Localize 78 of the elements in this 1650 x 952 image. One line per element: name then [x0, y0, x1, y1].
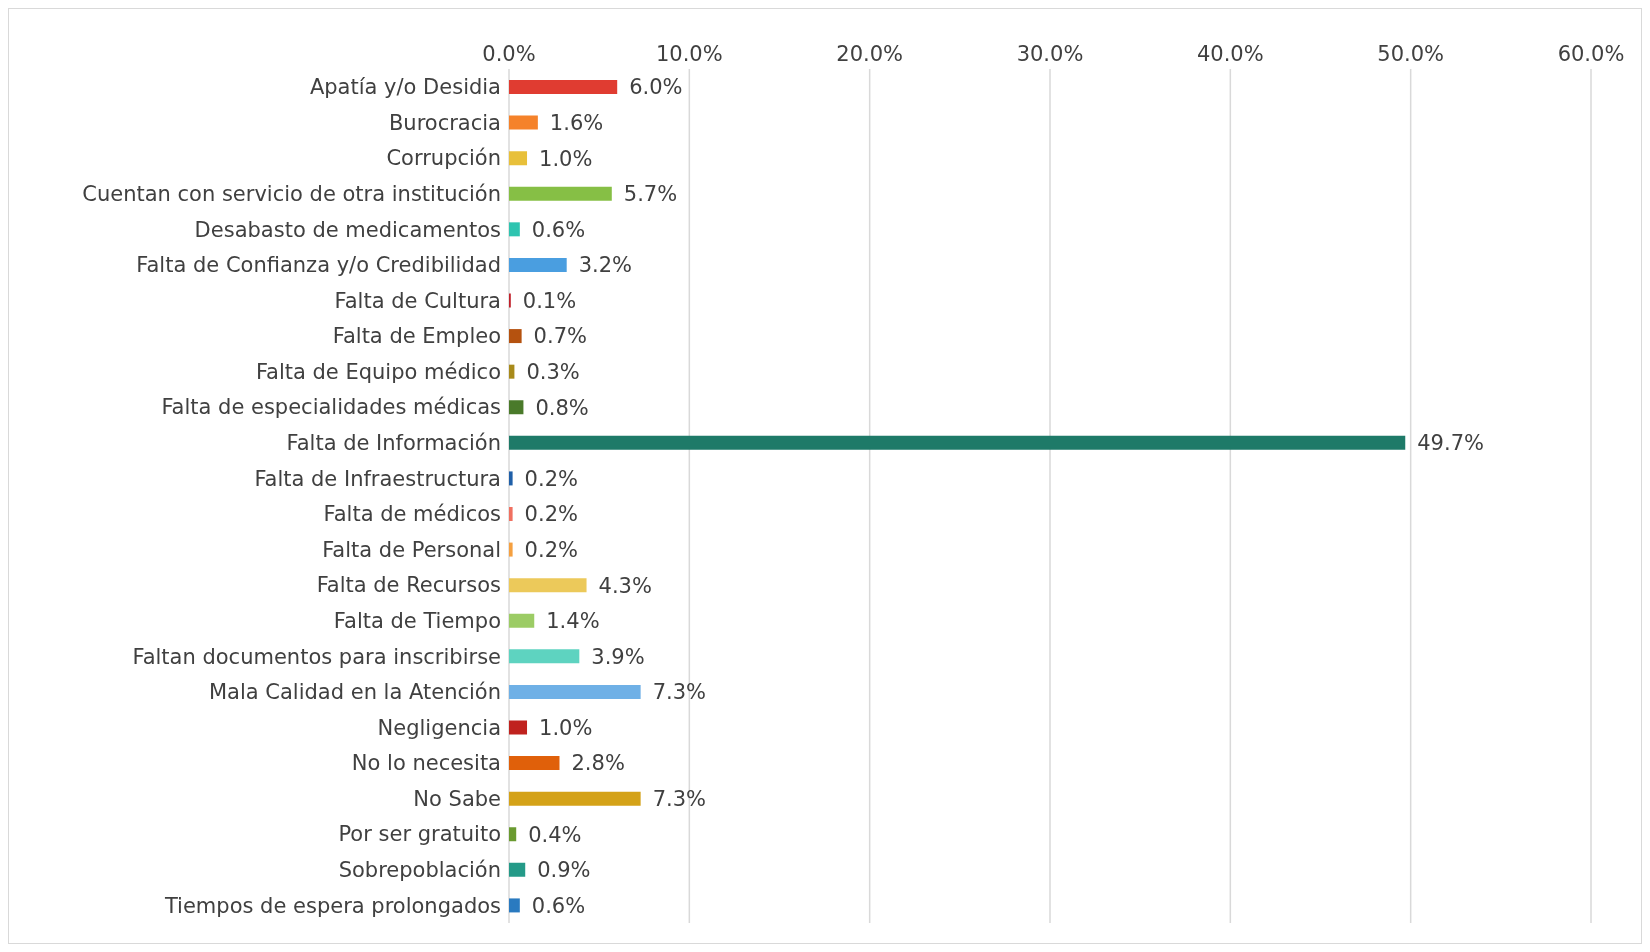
x-tick-label: 0.0% — [482, 42, 536, 66]
y-tick-label: Burocracia — [388, 110, 501, 135]
x-tick-label: 50.0% — [1377, 42, 1445, 66]
data-label: 0.7% — [533, 324, 587, 349]
bar — [509, 186, 612, 201]
y-tick-label: No lo necesita — [351, 751, 501, 776]
bar — [509, 151, 528, 166]
x-tick-label: 10.0% — [655, 42, 723, 66]
bar — [509, 898, 520, 913]
data-label: 0.4% — [528, 822, 582, 847]
data-label: 1.4% — [546, 609, 600, 634]
y-tick-label: Desabasto de medicamentos — [194, 217, 501, 242]
bar — [509, 364, 515, 379]
y-tick-label: Falta de Empleo — [332, 324, 501, 349]
y-tick-label: Sobrepoblación — [338, 858, 501, 883]
y-tick-label: Falta de Infraestructura — [254, 466, 501, 491]
data-label: 0.8% — [535, 395, 589, 420]
bar — [509, 862, 526, 877]
data-label: 3.2% — [578, 253, 633, 278]
y-tick-label: Tiempos de espera prolongados — [163, 893, 501, 918]
bar — [509, 542, 513, 557]
bar — [509, 613, 535, 628]
bar — [509, 80, 618, 94]
y-tick-label: Apatía y/o Desidia — [309, 75, 501, 100]
y-tick-label: Falta de especialidades médicas — [161, 395, 501, 420]
y-tick-label: Falta de Equipo médico — [255, 359, 501, 384]
y-tick-label: Falta de Tiempo — [333, 609, 501, 633]
data-label: 6.0% — [629, 75, 683, 100]
data-label: 3.9% — [591, 644, 645, 669]
bar — [509, 791, 641, 806]
data-label: 0.6% — [531, 217, 586, 242]
bar — [509, 471, 513, 486]
bar — [509, 329, 522, 344]
y-tick-label: Falta de Recursos — [316, 573, 501, 598]
data-label: 0.6% — [531, 893, 586, 918]
bar — [509, 435, 1406, 450]
bar — [509, 649, 580, 664]
data-label: 7.3% — [652, 787, 706, 812]
bar — [509, 507, 513, 521]
y-tick-label: No Sabe — [413, 786, 501, 811]
data-label: 4.3% — [598, 573, 652, 598]
data-label: 5.7% — [623, 182, 678, 207]
x-tick-label: 40.0% — [1196, 42, 1264, 66]
x-tick-label: 30.0% — [1016, 42, 1084, 66]
data-label: 7.3% — [652, 680, 706, 705]
data-label: 0.2% — [524, 537, 578, 562]
bar — [509, 684, 641, 699]
y-tick-label: Mala Calidad en la Atención — [208, 680, 501, 705]
bar — [509, 115, 538, 130]
data-label: 1.0% — [539, 146, 593, 171]
y-tick-label: Cuentan con servicio de otra institución — [82, 182, 501, 206]
y-tick-label: Falta de Personal — [322, 537, 501, 562]
bar — [509, 400, 524, 415]
y-tick-label: Negligencia — [377, 715, 501, 740]
bar — [509, 578, 587, 593]
y-tick-label: Falta de Cultura — [334, 288, 501, 313]
y-tick-label: Por ser gratuito — [338, 822, 501, 847]
data-label: 0.2% — [524, 466, 578, 491]
data-label: 0.1% — [522, 288, 577, 313]
bar — [509, 720, 528, 735]
y-tick-label: Corrupción — [386, 146, 501, 171]
data-label: 1.0% — [539, 715, 593, 740]
x-tick-label: 60.0% — [1557, 42, 1625, 66]
y-tick-label: Falta de Información — [286, 431, 501, 456]
data-label: 0.2% — [524, 502, 578, 527]
y-tick-label: Falta de médicos — [323, 502, 501, 527]
data-label: 0.9% — [537, 858, 591, 883]
bar — [509, 827, 517, 842]
data-label: 0.3% — [526, 360, 580, 385]
data-label: 1.6% — [549, 110, 604, 135]
bar — [509, 222, 520, 237]
x-tick-label: 20.0% — [836, 42, 904, 66]
y-tick-label: Faltan documentos para inscribirse — [132, 644, 501, 669]
bar — [509, 756, 560, 771]
y-tick-label: Falta de Confianza y/o Credibilidad — [136, 253, 501, 278]
bar — [509, 257, 567, 272]
data-label: 49.7% — [1417, 431, 1484, 456]
data-label: 2.8% — [571, 751, 625, 776]
